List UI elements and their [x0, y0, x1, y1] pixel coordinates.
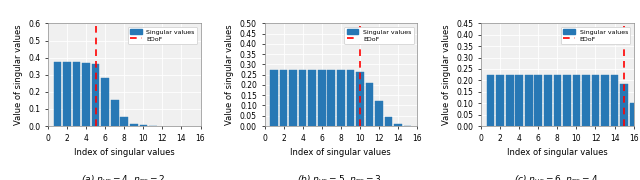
- Bar: [630, 103, 637, 126]
- Y-axis label: Value of singular values: Value of singular values: [442, 24, 451, 125]
- Bar: [497, 75, 504, 126]
- Bar: [582, 75, 589, 126]
- Legend: Singular values, EDoF: Singular values, EDoF: [344, 26, 414, 44]
- Bar: [563, 75, 571, 126]
- Bar: [111, 100, 118, 126]
- Text: (b) $\eta_{\mathrm{UE}} = 5$, $\eta_{\mathrm{BS}} = 3$.: (b) $\eta_{\mathrm{UE}} = 5$, $\eta_{\ma…: [297, 173, 385, 180]
- Y-axis label: Value of singular values: Value of singular values: [13, 24, 22, 125]
- X-axis label: Index of singular values: Index of singular values: [291, 148, 391, 157]
- Bar: [289, 70, 297, 126]
- Bar: [101, 78, 109, 126]
- Bar: [515, 75, 523, 126]
- Bar: [63, 62, 71, 126]
- Bar: [337, 70, 344, 126]
- Bar: [83, 63, 90, 126]
- Bar: [54, 62, 61, 126]
- Bar: [73, 62, 81, 126]
- Text: (c) $\eta_{\mathrm{UE}} = 6$, $\eta_{\mathrm{BS}} = 4$.: (c) $\eta_{\mathrm{UE}} = 6$, $\eta_{\ma…: [514, 173, 601, 180]
- Bar: [601, 75, 609, 126]
- Y-axis label: Value of singular values: Value of singular values: [225, 24, 234, 125]
- X-axis label: Index of singular values: Index of singular values: [74, 148, 175, 157]
- Legend: Singular values, EDoF: Singular values, EDoF: [561, 26, 630, 44]
- Bar: [506, 75, 513, 126]
- Bar: [611, 75, 618, 126]
- Bar: [375, 101, 383, 126]
- Bar: [120, 118, 128, 126]
- Bar: [356, 72, 364, 126]
- Bar: [591, 75, 599, 126]
- Bar: [394, 124, 402, 126]
- Bar: [554, 75, 561, 126]
- Bar: [639, 119, 640, 126]
- Bar: [318, 70, 326, 126]
- Text: (a) $\eta_{\mathrm{UE}} = 4$, $\eta_{\mathrm{BS}} = 2$.: (a) $\eta_{\mathrm{UE}} = 4$, $\eta_{\ma…: [81, 173, 168, 180]
- Bar: [544, 75, 552, 126]
- Bar: [534, 75, 542, 126]
- Bar: [140, 125, 147, 126]
- Bar: [487, 75, 495, 126]
- Bar: [130, 124, 138, 126]
- Bar: [365, 83, 373, 126]
- Bar: [280, 70, 287, 126]
- Bar: [385, 117, 392, 126]
- X-axis label: Index of singular values: Index of singular values: [507, 148, 608, 157]
- Bar: [573, 75, 580, 126]
- Bar: [92, 64, 99, 126]
- Legend: Singular values, EDoF: Singular values, EDoF: [128, 26, 197, 44]
- Bar: [525, 75, 532, 126]
- Bar: [328, 70, 335, 126]
- Bar: [620, 84, 628, 126]
- Bar: [308, 70, 316, 126]
- Bar: [346, 70, 354, 126]
- Bar: [270, 70, 278, 126]
- Bar: [299, 70, 307, 126]
